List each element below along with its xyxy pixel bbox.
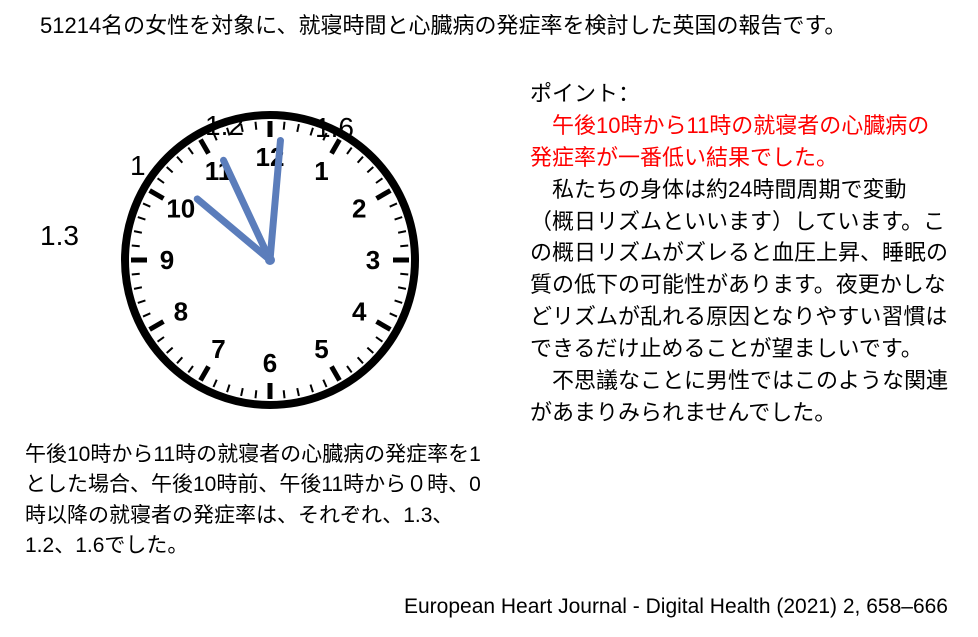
svg-text:5: 5 bbox=[314, 334, 328, 364]
clock-face: 121234567891011 bbox=[110, 100, 430, 420]
svg-text:10: 10 bbox=[166, 194, 195, 224]
points-label: ポイント： bbox=[530, 78, 950, 110]
svg-text:8: 8 bbox=[174, 297, 188, 327]
risk-ratio-label: 1.3 bbox=[40, 220, 79, 252]
svg-text:3: 3 bbox=[366, 245, 380, 275]
svg-text:4: 4 bbox=[352, 297, 367, 327]
risk-ratio-label: 1.6 bbox=[315, 112, 354, 144]
clock-diagram: 121234567891011 1.61.211.3 bbox=[20, 60, 500, 440]
svg-text:2: 2 bbox=[352, 194, 366, 224]
svg-text:6: 6 bbox=[263, 348, 277, 378]
header-text: 51214名の女性を対象に、就寝時間と心臓病の発症率を検討した英国の報告です。 bbox=[40, 8, 938, 40]
points-column: ポイント： 午後10時から11時の就寝者の心臓病の発症率が一番低い結果でした。 … bbox=[530, 78, 950, 429]
svg-text:9: 9 bbox=[160, 245, 174, 275]
body-paragraph-1: 私たちの身体は約24時間周期で変動（概日リズムといいます）しています。この概日リ… bbox=[530, 174, 950, 365]
citation-text: European Heart Journal - Digital Health … bbox=[404, 595, 948, 619]
svg-text:7: 7 bbox=[211, 334, 225, 364]
highlight-text: 午後10時から11時の就寝者の心臓病の発症率が一番低い結果でした。 bbox=[530, 110, 950, 174]
clock-caption: 午後10時から11時の就寝者の心臓病の発症率を1とした場合、午後10時前、午後1… bbox=[25, 440, 495, 562]
body-paragraph-2: 不思議なことに男性ではこのような関連があまりみられませんでした。 bbox=[530, 365, 950, 429]
risk-ratio-label: 1 bbox=[130, 150, 146, 182]
svg-text:1: 1 bbox=[314, 156, 328, 186]
risk-ratio-label: 1.2 bbox=[205, 110, 244, 142]
